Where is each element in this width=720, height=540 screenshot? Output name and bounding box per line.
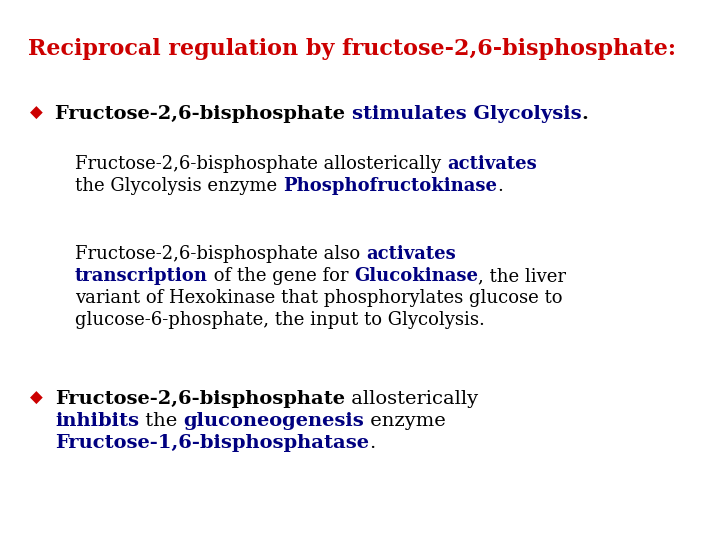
Text: inhibits: inhibits — [55, 412, 139, 430]
Text: ◆: ◆ — [30, 390, 42, 407]
Text: Fructose-1,6-bisphosphatase: Fructose-1,6-bisphosphatase — [55, 434, 369, 452]
Text: Fructose-2,6-bisphosphate: Fructose-2,6-bisphosphate — [55, 390, 345, 408]
Text: .: . — [497, 177, 503, 195]
Text: Fructose-2,6-bisphosphate allosterically: Fructose-2,6-bisphosphate allosterically — [75, 155, 447, 173]
Text: transcription: transcription — [75, 267, 208, 285]
Text: gluconeogenesis: gluconeogenesis — [184, 412, 364, 430]
Text: Glucokinase: Glucokinase — [354, 267, 478, 285]
Text: Fructose-2,6-bisphosphate also: Fructose-2,6-bisphosphate also — [75, 245, 366, 263]
Text: .: . — [581, 105, 588, 123]
Text: Phosphofructokinase: Phosphofructokinase — [283, 177, 497, 195]
Text: of the gene for: of the gene for — [208, 267, 354, 285]
Text: enzyme: enzyme — [364, 412, 446, 430]
Text: stimulates Glycolysis: stimulates Glycolysis — [352, 105, 581, 123]
Text: glucose-6-phosphate, the input to Glycolysis.: glucose-6-phosphate, the input to Glycol… — [75, 311, 485, 329]
Text: allosterically: allosterically — [345, 390, 478, 408]
Text: Reciprocal regulation by fructose-2,6-bisphosphate:: Reciprocal regulation by fructose-2,6-bi… — [28, 38, 676, 60]
Text: .: . — [369, 434, 375, 452]
Text: the: the — [139, 412, 184, 430]
Text: activates: activates — [366, 245, 456, 263]
Text: the Glycolysis enzyme: the Glycolysis enzyme — [75, 177, 283, 195]
Text: activates: activates — [447, 155, 536, 173]
Text: variant of Hexokinase that phosphorylates glucose to: variant of Hexokinase that phosphorylate… — [75, 289, 562, 307]
Text: , the liver: , the liver — [478, 267, 566, 285]
Text: ◆: ◆ — [30, 105, 42, 122]
Text: Fructose-2,6-bisphosphate: Fructose-2,6-bisphosphate — [55, 105, 352, 123]
